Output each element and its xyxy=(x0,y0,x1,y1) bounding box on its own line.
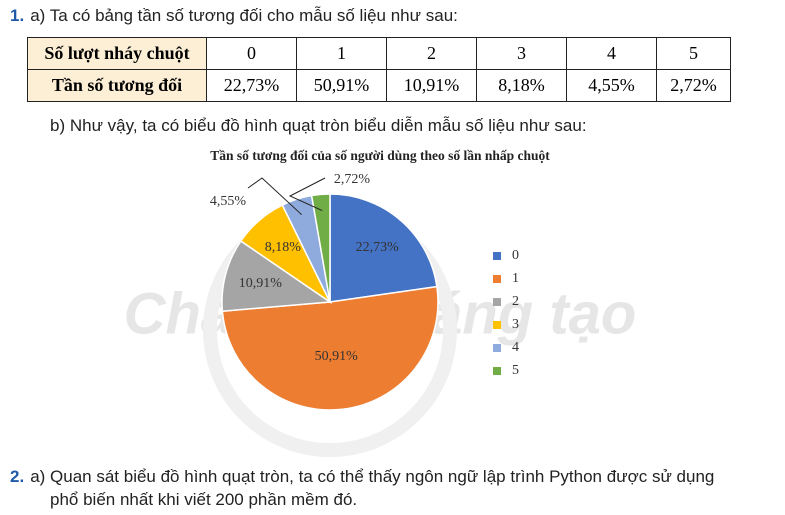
pie-slice xyxy=(221,285,439,411)
pie-slice xyxy=(221,239,333,313)
table-cell: 10,91% xyxy=(386,69,477,102)
legend-label: 1 xyxy=(512,271,519,286)
item-number: 2. xyxy=(10,467,25,486)
legend-label: 5 xyxy=(512,363,519,378)
legend-swatch xyxy=(493,344,501,352)
legend-label: 0 xyxy=(512,248,519,263)
table-cell: 22,73% xyxy=(206,69,297,102)
legend-swatch xyxy=(493,321,501,329)
table-cell: 2,72% xyxy=(656,69,731,102)
pie-chart: Chân trời sáng tạo Tần số tương đối của … xyxy=(124,148,636,457)
table-row: Tần số tương đối 22,73% 50,91% 10,91% 8,18% 4… xyxy=(27,69,731,102)
item-1b: b) Như vậy, ta có biểu đồ hình quạt tròn… xyxy=(50,116,587,135)
frequency-table: Số lượt nháy chuột 0 1 2 3 4 5 Tần số tương đối… xyxy=(27,37,731,102)
table-cell: 3 xyxy=(476,37,567,70)
item-2: 2. a) Quan sát biểu đồ hình quạt tròn, ta… xyxy=(10,467,714,487)
leader-line xyxy=(288,177,326,211)
legend-label: 3 xyxy=(512,317,519,332)
item-1: 1. a) Ta có bảng tần số tương đối cho mẫu… xyxy=(10,6,458,26)
table-cell: 4 xyxy=(566,37,657,70)
legend-swatch xyxy=(493,252,501,260)
item-text: a) Quan sát biểu đồ hình quạt tròn, ta c… xyxy=(30,467,715,486)
data-label: 22,73% xyxy=(356,240,400,255)
data-label: 50,91% xyxy=(315,349,359,364)
table-row: Số lượt nháy chuột 0 1 2 3 4 5 xyxy=(27,37,731,70)
table-cell: 8,18% xyxy=(476,69,567,102)
leader-line xyxy=(247,177,302,216)
legend-swatch xyxy=(493,367,501,375)
legend-label: 2 xyxy=(512,294,519,309)
row-header: Số lượt nháy chuột xyxy=(27,37,207,70)
legend-swatch xyxy=(493,298,501,306)
data-label: 10,91% xyxy=(239,276,283,291)
data-label: 8,18% xyxy=(265,240,302,255)
data-label: 4,55% xyxy=(210,194,247,209)
table-cell: 50,91% xyxy=(296,69,387,102)
pie-slice xyxy=(329,193,438,303)
legend-swatch xyxy=(493,275,501,283)
table-cell: 4,55% xyxy=(566,69,657,102)
item-number: 1. xyxy=(10,6,25,25)
table-cell: 2 xyxy=(386,37,477,70)
item-2-cont: phổ biến nhất khi viết 200 phần mềm đó. xyxy=(50,490,358,509)
chart-title: Tần số tương đối của số người dùng theo … xyxy=(210,148,550,163)
table-cell: 5 xyxy=(656,37,731,70)
row-header: Tần số tương đối xyxy=(27,69,207,102)
pie-slice xyxy=(310,193,331,303)
data-label: 2,72% xyxy=(334,172,371,187)
table-cell: 1 xyxy=(296,37,387,70)
item-text: a) Ta có bảng tần số tương đối cho mẫu s… xyxy=(30,6,458,25)
legend-label: 4 xyxy=(512,340,519,355)
table-cell: 0 xyxy=(206,37,297,70)
